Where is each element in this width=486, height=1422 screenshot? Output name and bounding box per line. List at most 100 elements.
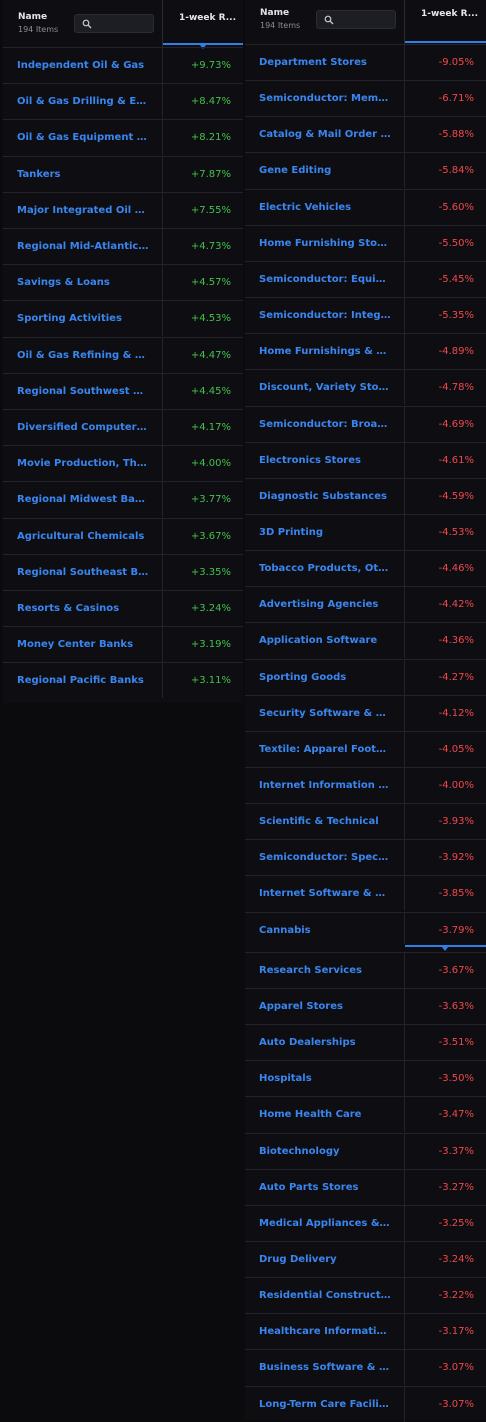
search-input[interactable] xyxy=(74,14,154,33)
table-row[interactable]: Sporting Activities +4.53% xyxy=(3,300,243,337)
table-row[interactable]: Movie Production, Theaters +4.00% xyxy=(3,445,243,482)
table-row[interactable]: Money Center Banks +3.19% xyxy=(3,626,243,663)
table-row[interactable]: Savings & Loans +4.57% xyxy=(3,264,243,301)
table-row[interactable]: Home Furnishing Stores -5.50% xyxy=(245,224,486,261)
table-row[interactable]: Auto Dealerships -3.51% xyxy=(245,1024,486,1061)
industry-name-link[interactable]: Gene Editing xyxy=(259,165,332,177)
industry-name-link[interactable]: Semiconductor: Specialized xyxy=(259,852,391,864)
table-row[interactable]: Semiconductor: Broad Line -4.69% xyxy=(245,405,486,442)
industry-name-link[interactable]: Regional Midwest Banks xyxy=(17,494,149,506)
industry-name-link[interactable]: Resorts & Casinos xyxy=(17,603,120,614)
table-row[interactable]: Sporting Goods -4.27% xyxy=(245,658,486,695)
table-row[interactable]: Drug Delivery -3.24% xyxy=(245,1240,486,1277)
industry-name-link[interactable]: Savings & Loans xyxy=(17,277,110,289)
industry-name-link[interactable]: Cannabis xyxy=(259,924,311,936)
table-row[interactable]: Business Software & Services -3.07% xyxy=(245,1349,486,1386)
industry-name-link[interactable]: Home Furnishings & Fixtures xyxy=(259,346,391,358)
industry-name-link[interactable]: Discount, Variety Stores xyxy=(259,382,391,394)
industry-name-link[interactable]: Regional Southeast Banks xyxy=(17,566,149,578)
industry-name-link[interactable]: Major Integrated Oil & Gas xyxy=(17,204,149,216)
industry-name-link[interactable]: Agricultural Chemicals xyxy=(17,530,145,542)
table-row[interactable]: Major Integrated Oil & Gas +7.55% xyxy=(3,191,243,228)
perf-column-header[interactable]: 1-week R... xyxy=(405,0,486,47)
table-row[interactable]: Internet Software & Services -3.85% xyxy=(245,875,486,912)
table-row[interactable]: Application Software -4.36% xyxy=(245,622,486,659)
industry-name-link[interactable]: Electronics Stores xyxy=(259,454,361,466)
industry-name-link[interactable]: Internet Software & Services xyxy=(259,888,391,900)
table-row[interactable]: Tankers +7.87% xyxy=(3,155,243,192)
industry-name-link[interactable]: Long-Term Care Facilities xyxy=(259,1398,391,1410)
table-row[interactable]: Regional Southeast Banks +3.35% xyxy=(3,553,243,590)
industry-name-link[interactable]: Home Furnishing Stores xyxy=(259,237,391,249)
industry-name-link[interactable]: Semiconductor: Memory Chips xyxy=(259,93,391,105)
name-column-header[interactable]: Name 194 Items xyxy=(3,0,163,47)
industry-name-link[interactable]: Auto Dealerships xyxy=(259,1037,356,1049)
table-row[interactable]: Regional Midwest Banks +3.77% xyxy=(3,481,243,518)
table-row[interactable]: Advertising Agencies -4.42% xyxy=(245,586,486,623)
industry-name-link[interactable]: Security Software & Services xyxy=(259,707,391,719)
industry-name-link[interactable]: Application Software xyxy=(259,635,378,647)
table-row[interactable]: Department Stores -9.05% xyxy=(245,44,486,80)
industry-name-link[interactable]: Diversified Computer Systems xyxy=(17,422,149,433)
industry-name-link[interactable]: Semiconductor: Equipment xyxy=(259,273,391,285)
industry-name-link[interactable]: Money Center Banks xyxy=(17,639,134,651)
industry-name-link[interactable]: Apparel Stores xyxy=(259,1000,343,1012)
industry-name-link[interactable]: Advertising Agencies xyxy=(259,599,379,611)
table-row[interactable]: Semiconductor: Integrated Circuits -5.35% xyxy=(245,297,486,334)
table-row[interactable]: Home Health Care -3.47% xyxy=(245,1096,486,1133)
search-input[interactable] xyxy=(316,10,396,29)
industry-name-link[interactable]: Textile: Apparel Footwear xyxy=(259,743,391,755)
industry-name-link[interactable]: Healthcare Information Services xyxy=(259,1326,391,1338)
industry-name-link[interactable]: Electric Vehicles xyxy=(259,201,352,213)
table-row[interactable]: Cannabis -3.79% xyxy=(245,911,486,948)
table-row[interactable]: Agricultural Chemicals +3.67% xyxy=(3,517,243,554)
table-row[interactable]: Textile: Apparel Footwear -4.05% xyxy=(245,730,486,767)
table-row[interactable]: Oil & Gas Refining & Marketing +4.47% xyxy=(3,336,243,373)
table-row[interactable]: Electric Vehicles -5.60% xyxy=(245,188,486,225)
industry-name-link[interactable]: Tankers xyxy=(17,168,61,180)
table-row[interactable]: Electronics Stores -4.61% xyxy=(245,441,486,478)
table-row[interactable]: Home Furnishings & Fixtures -4.89% xyxy=(245,333,486,370)
industry-name-link[interactable]: Home Health Care xyxy=(259,1109,362,1121)
industry-name-link[interactable]: Hospitals xyxy=(259,1073,312,1085)
industry-name-link[interactable]: Oil & Gas Refining & Marketing xyxy=(17,349,149,361)
industry-name-link[interactable]: Oil & Gas Drilling & Exploration xyxy=(17,96,149,108)
industry-name-link[interactable]: Oil & Gas Equipment & Services xyxy=(17,132,149,144)
table-row[interactable]: Semiconductor: Memory Chips -6.71% xyxy=(245,80,486,117)
table-row[interactable]: Gene Editing -5.84% xyxy=(245,152,486,189)
table-row[interactable]: Diagnostic Substances -4.59% xyxy=(245,477,486,514)
table-row[interactable]: Residential Construction -3.22% xyxy=(245,1277,486,1314)
table-row[interactable]: Independent Oil & Gas +9.73% xyxy=(3,47,243,83)
table-row[interactable]: Semiconductor: Equipment -5.45% xyxy=(245,260,486,297)
industry-name-link[interactable]: Sporting Activities xyxy=(17,313,122,325)
industry-name-link[interactable]: Research Services xyxy=(259,964,362,976)
industry-name-link[interactable]: Catalog & Mail Order Houses xyxy=(259,129,391,141)
perf-column-header[interactable]: 1-week R... xyxy=(163,0,243,49)
industry-name-link[interactable]: Drug Delivery xyxy=(259,1253,337,1265)
table-row[interactable]: Medical Appliances & Equipment -3.25% xyxy=(245,1204,486,1241)
table-row[interactable]: 3D Printing -4.53% xyxy=(245,513,486,550)
industry-name-link[interactable]: Tobacco Products, Other xyxy=(259,563,391,575)
industry-name-link[interactable]: Sporting Goods xyxy=(259,671,347,683)
table-row[interactable]: Regional Southwest Banks +4.45% xyxy=(3,372,243,409)
industry-name-link[interactable]: Department Stores xyxy=(259,57,367,68)
industry-name-link[interactable]: Residential Construction xyxy=(259,1290,391,1302)
industry-name-link[interactable]: Diagnostic Substances xyxy=(259,490,387,502)
table-row[interactable]: Regional Pacific Banks +3.11% xyxy=(3,662,243,699)
table-row[interactable]: Long-Term Care Facilities -3.07% xyxy=(245,1385,486,1422)
industry-name-link[interactable]: Medical Appliances & Equipment xyxy=(259,1217,391,1229)
table-row[interactable]: Research Services -3.67% xyxy=(245,951,486,988)
table-row[interactable]: Auto Parts Stores -3.27% xyxy=(245,1168,486,1205)
table-row[interactable]: Tobacco Products, Other -4.46% xyxy=(245,550,486,587)
industry-name-link[interactable]: Internet Information Providers xyxy=(259,780,391,791)
industry-name-link[interactable]: Business Software & Services xyxy=(259,1362,391,1374)
industry-name-link[interactable]: Regional Southwest Banks xyxy=(17,385,149,397)
table-row[interactable]: Oil & Gas Drilling & Exploration +8.47% xyxy=(3,83,243,120)
industry-name-link[interactable]: Semiconductor: Broad Line xyxy=(259,418,391,430)
table-row[interactable]: Healthcare Information Services -3.17% xyxy=(245,1313,486,1350)
industry-name-link[interactable]: Movie Production, Theaters xyxy=(17,458,149,470)
table-row[interactable]: Catalog & Mail Order Houses -5.88% xyxy=(245,116,486,153)
table-row[interactable]: Resorts & Casinos +3.24% xyxy=(3,590,243,626)
table-row[interactable]: Oil & Gas Equipment & Services +8.21% xyxy=(3,119,243,156)
industry-name-link[interactable]: Scientific & Technical xyxy=(259,816,379,828)
